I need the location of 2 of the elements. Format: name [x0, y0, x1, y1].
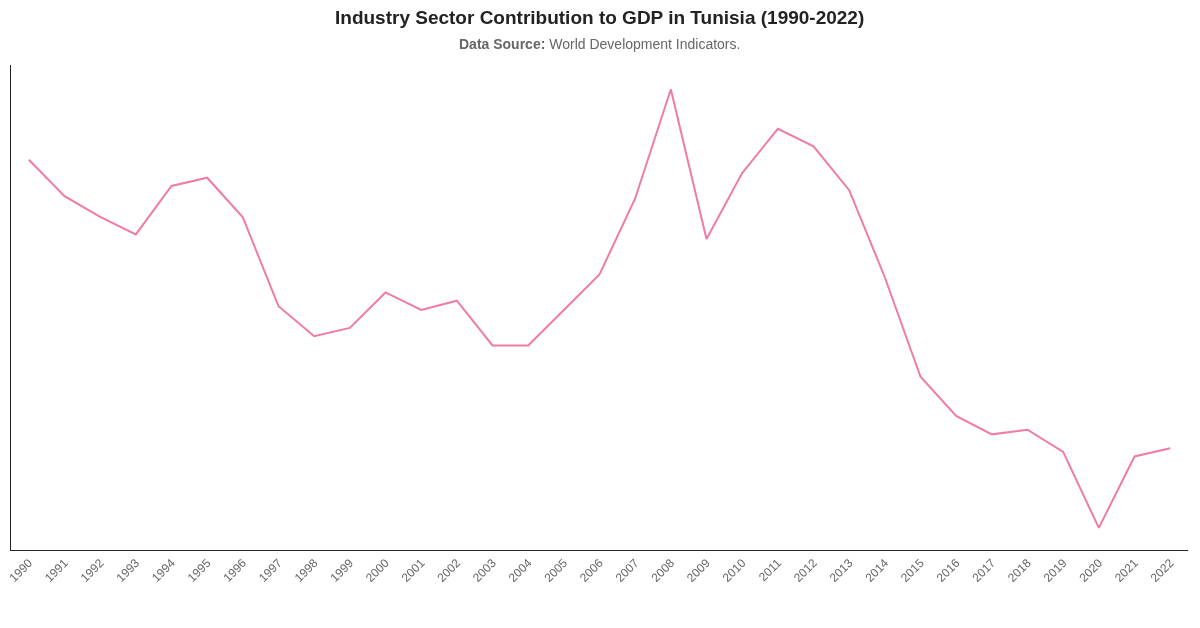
chart-subtitle: Data Source: World Development Indicators. [459, 36, 741, 52]
chart-title: Industry Sector Contribution to GDP in Tunisia (1990-2022) [335, 7, 865, 28]
